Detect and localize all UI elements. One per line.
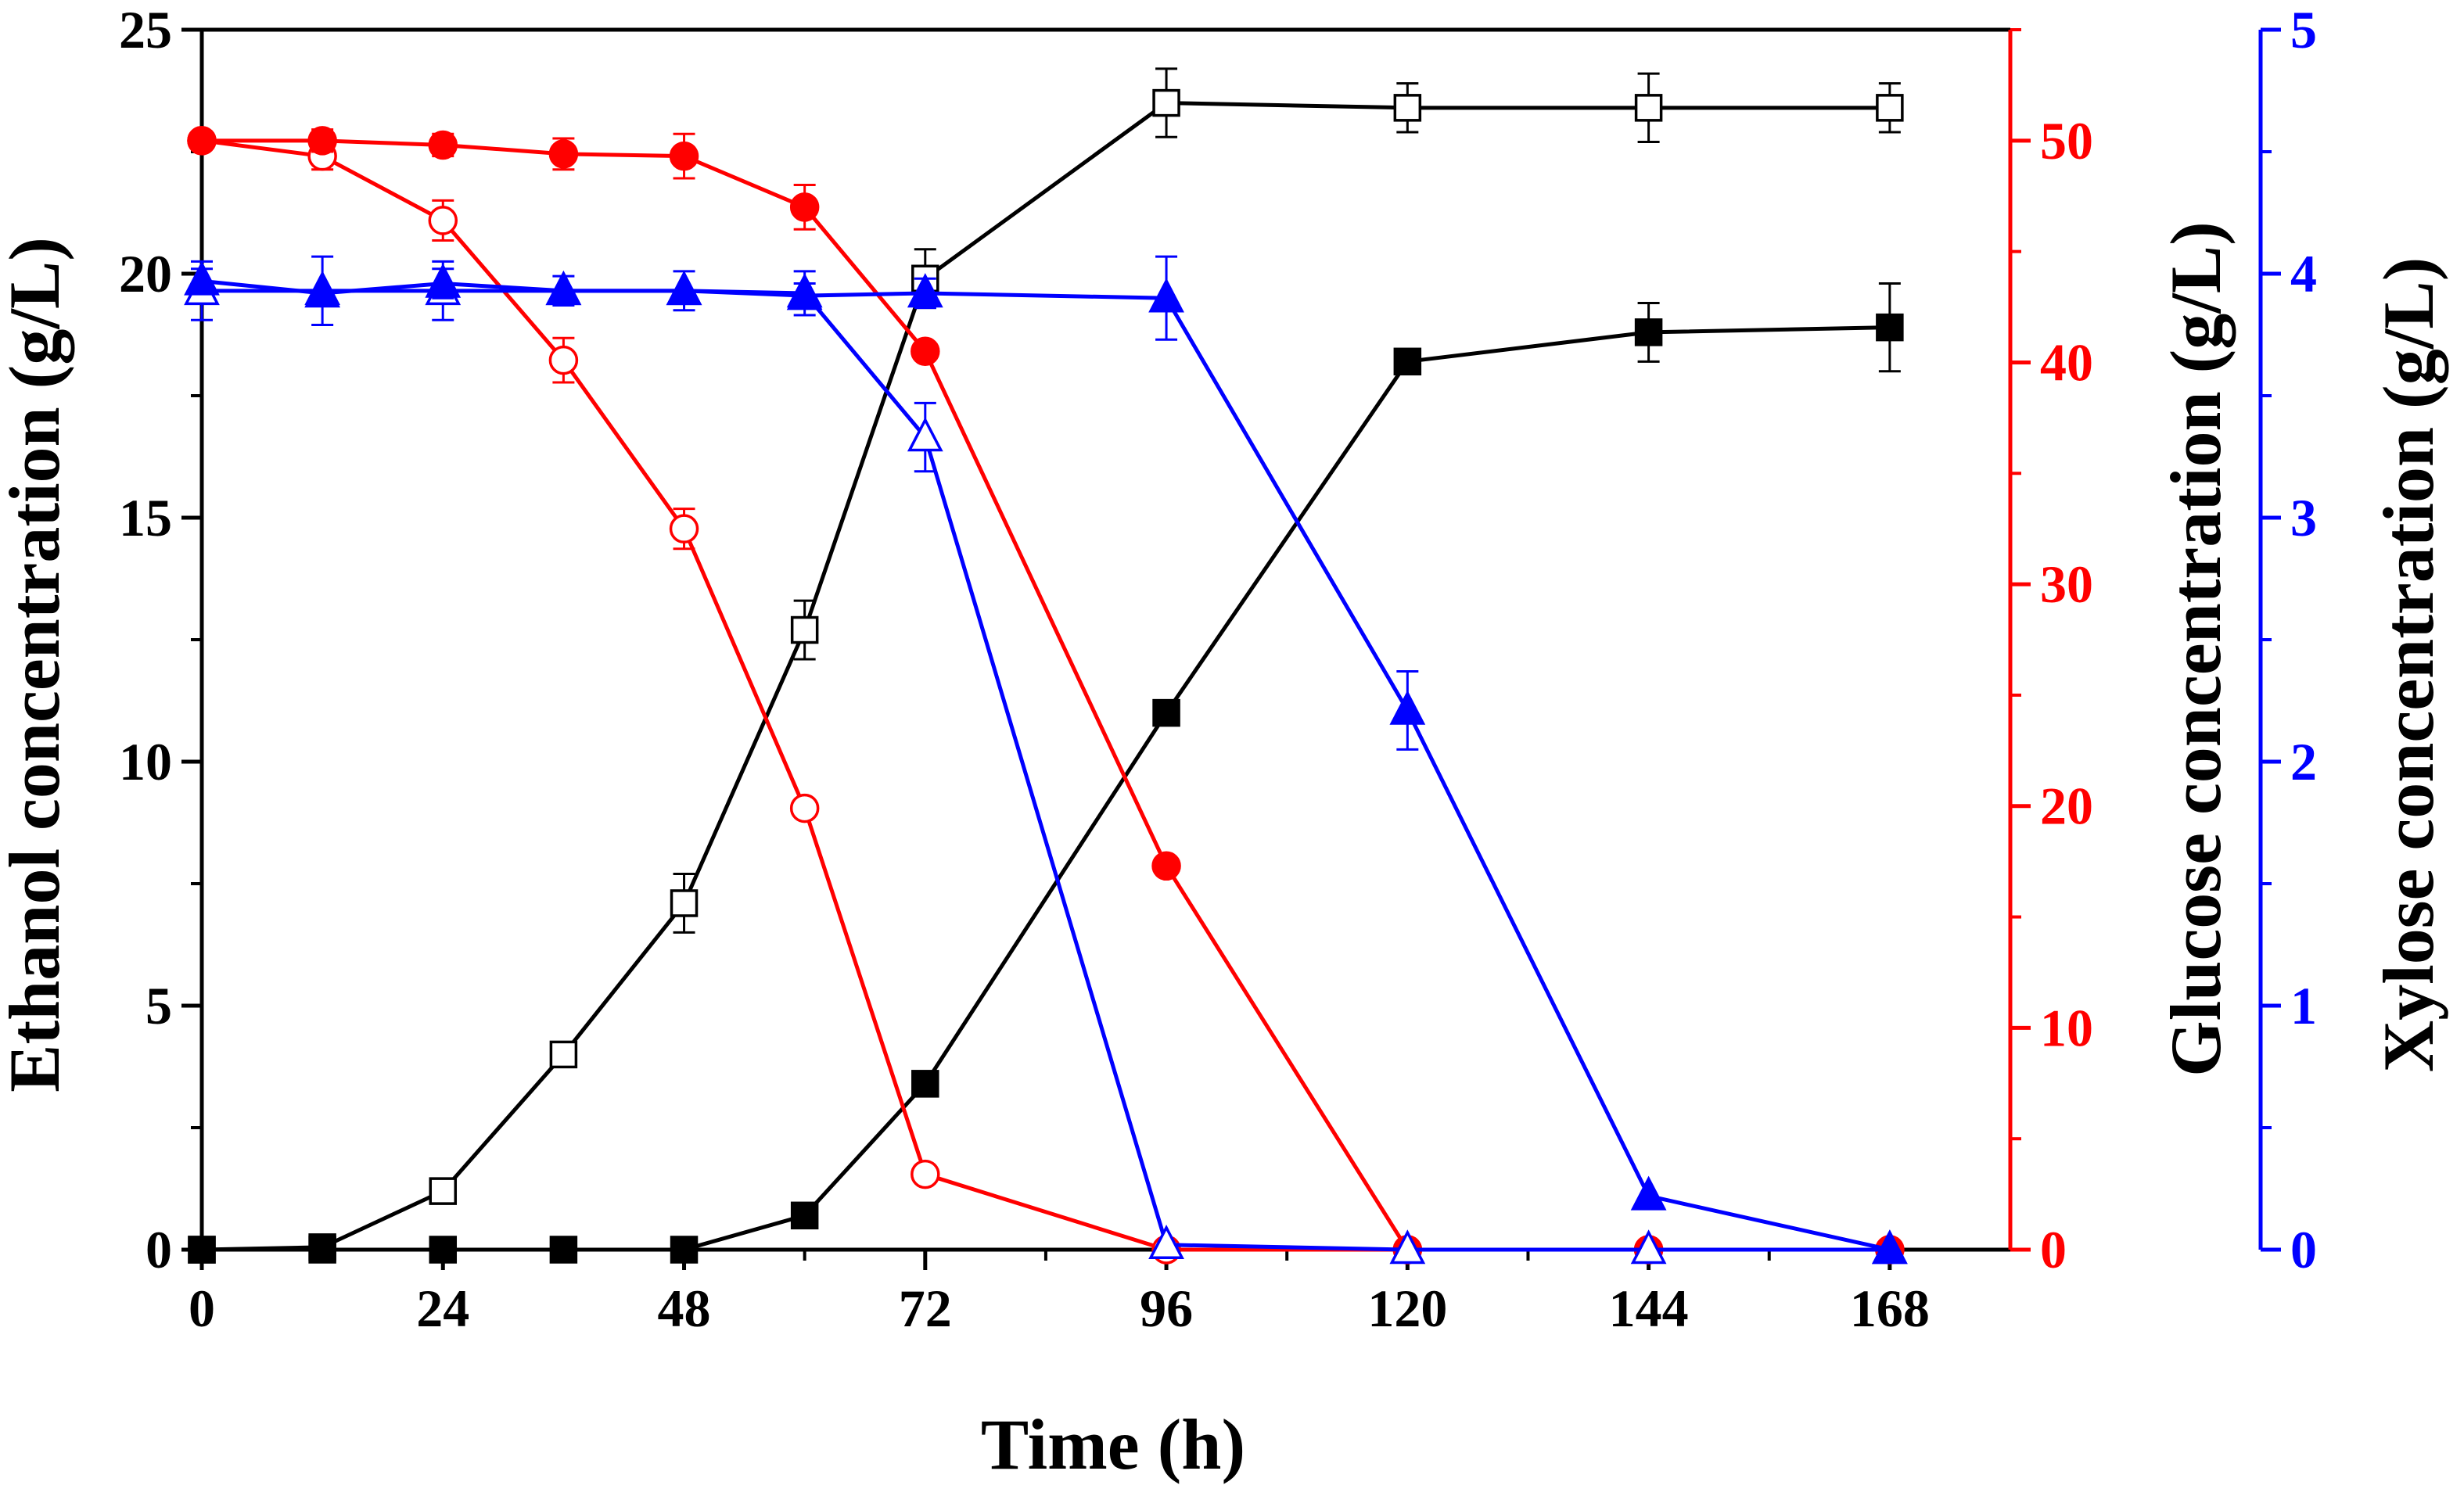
y-axis-title-ethanol: Ethanol concentration (g/L)	[0, 237, 74, 1092]
data-point	[188, 1236, 216, 1264]
data-point	[549, 1236, 578, 1264]
y-tick-label-glucose: 30	[2040, 554, 2093, 614]
data-point	[790, 1201, 819, 1230]
data-point	[1876, 94, 1904, 122]
data-point	[789, 192, 820, 222]
y-tick-label-ethanol: 15	[119, 488, 172, 547]
data-point	[304, 273, 341, 308]
data-point	[545, 271, 582, 306]
data-point	[670, 1236, 699, 1264]
data-point	[1871, 1229, 1908, 1265]
data-point	[907, 417, 943, 452]
data-point	[1634, 94, 1663, 122]
data-point	[1152, 88, 1180, 117]
data-point	[669, 141, 699, 171]
series-line-glucose-filled	[202, 138, 1890, 1252]
data-point	[1630, 1175, 1667, 1211]
series-ethanol-open	[188, 67, 1904, 1264]
y-tick-label-xylose: 2	[2290, 732, 2317, 791]
y-tick-label-ethanol: 10	[119, 732, 172, 791]
data-point	[789, 793, 820, 823]
data-point	[786, 275, 823, 310]
x-tick-label: 168	[1850, 1279, 1930, 1338]
x-axis-title: Time (h)	[981, 1405, 1245, 1484]
data-point	[1148, 1224, 1184, 1260]
data-point	[1634, 318, 1663, 346]
y-tick-label-xylose: 1	[2290, 976, 2317, 1035]
data-point	[1389, 1229, 1426, 1265]
data-point	[1151, 851, 1181, 881]
data-point	[549, 1040, 578, 1069]
data-point	[428, 206, 458, 235]
y-tick-label-xylose: 4	[2290, 244, 2317, 303]
series-line-ethanol-filled	[202, 325, 1890, 1252]
data-point	[666, 271, 702, 306]
series-line-xylose-filled	[201, 278, 1891, 1252]
y-axis-title-xylose: Xylose concentration (g/L)	[2369, 257, 2448, 1073]
data-point	[187, 126, 217, 156]
data-point	[911, 1159, 940, 1189]
axes-layer: 0 24 48 72 96 120 144 1680510152025010203040500…	[119, 0, 2317, 1338]
data-point	[1389, 690, 1426, 725]
x-tick-label: 24	[416, 1279, 469, 1338]
y-tick-label-xylose: 5	[2290, 0, 2317, 59]
data-point	[670, 889, 699, 917]
x-tick-label: 120	[1367, 1279, 1447, 1338]
data-point	[1148, 278, 1184, 313]
data-point	[1152, 698, 1180, 727]
y-tick-label-glucose: 10	[2040, 998, 2093, 1057]
y-tick-label-ethanol: 0	[145, 1220, 172, 1279]
y-axis-title-glucose: Glucose concentration (g/L)	[2156, 221, 2236, 1077]
series-line-glucose-open	[201, 138, 1890, 1252]
series-line-xylose-open	[202, 289, 1890, 1252]
data-point	[184, 260, 220, 296]
series-ethanol-filled	[188, 282, 1904, 1264]
y-tick-label-glucose: 50	[2040, 111, 2093, 170]
data-point	[307, 126, 337, 156]
x-tick-label: 0	[189, 1279, 215, 1338]
data-point	[1630, 1229, 1667, 1265]
y-tick-label-xylose: 3	[2290, 488, 2317, 547]
data-point	[1393, 94, 1422, 122]
y-tick-label-ethanol: 20	[119, 244, 172, 303]
data-point	[907, 273, 943, 308]
data-point	[911, 1070, 939, 1098]
data-point	[1393, 347, 1422, 376]
y-tick-label-glucose: 20	[2040, 777, 2093, 836]
data-point	[308, 1236, 336, 1264]
series-line-ethanol-open	[201, 101, 1890, 1252]
x-tick-label: 96	[1140, 1279, 1193, 1338]
series-layer	[184, 67, 1908, 1265]
data-point	[790, 615, 819, 644]
data-point	[548, 345, 579, 375]
series-xylose-open	[184, 255, 1908, 1265]
series-xylose-filled	[184, 255, 1908, 1265]
x-tick-label: 72	[899, 1279, 952, 1338]
data-point	[1876, 313, 1904, 342]
x-tick-label: 144	[1609, 1279, 1689, 1338]
data-point	[669, 514, 699, 544]
x-tick-label: 48	[658, 1279, 711, 1338]
y-tick-label-glucose: 40	[2040, 332, 2093, 392]
data-point	[429, 1177, 458, 1205]
y-tick-label-ethanol: 5	[145, 976, 172, 1035]
data-point	[425, 263, 462, 298]
data-point	[548, 139, 579, 169]
y-tick-label-glucose: 0	[2040, 1220, 2067, 1279]
y-tick-label-ethanol: 25	[119, 0, 172, 59]
data-point	[911, 336, 940, 367]
y-tick-label-xylose: 0	[2290, 1220, 2317, 1279]
data-point	[429, 1236, 458, 1264]
data-point	[428, 130, 458, 160]
